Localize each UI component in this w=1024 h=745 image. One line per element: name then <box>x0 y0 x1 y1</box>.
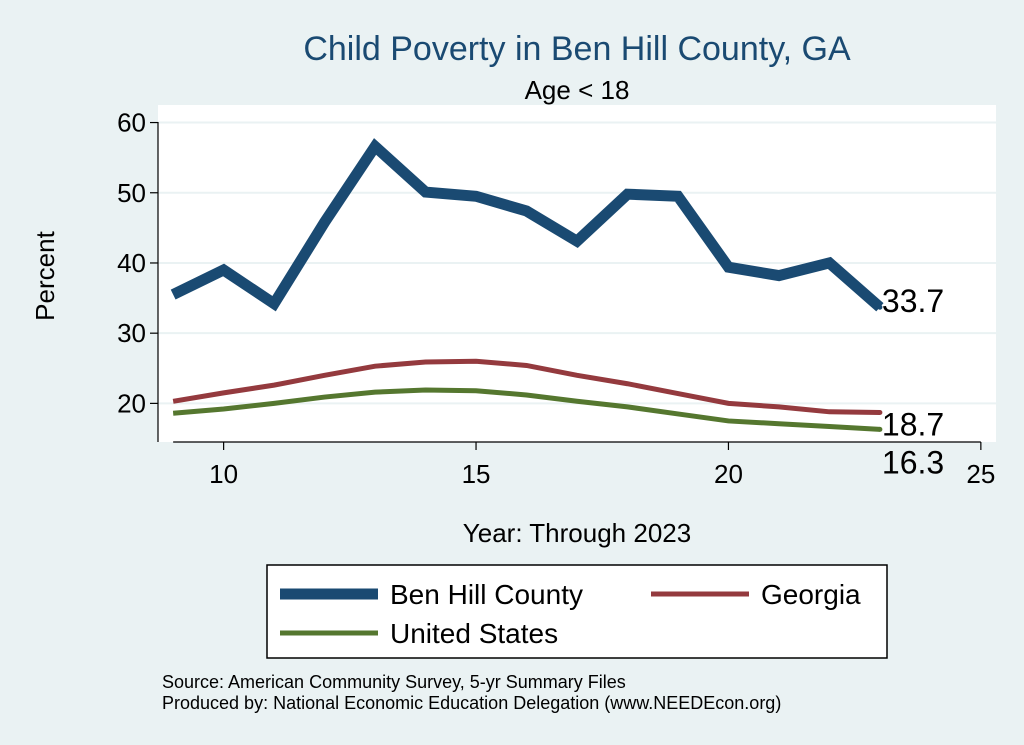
series-line-united-states <box>172 387 881 432</box>
end-value-label: 16.3 <box>882 444 944 480</box>
produced-by-note: Produced by: National Economic Education… <box>162 693 781 713</box>
chart-subtitle: Age < 18 <box>525 75 630 105</box>
end-labels: 33.7 18.716.3 <box>877 283 944 480</box>
axes <box>157 122 981 443</box>
y-tick-label: 20 <box>117 388 146 418</box>
x-tick-label: 15 <box>462 459 491 489</box>
y-tick-label: 40 <box>117 248 146 278</box>
y-tick-label: 60 <box>117 108 146 138</box>
end-point-marker <box>877 426 883 432</box>
x-tick-label: 20 <box>714 459 743 489</box>
legend-label-georgia: Georgia <box>761 579 861 610</box>
plot-area <box>158 105 996 442</box>
source-note: Source: American Community Survey, 5-yr … <box>162 672 626 692</box>
y-tick-label: 50 <box>117 178 146 208</box>
series-line-ben-hill-county <box>170 138 884 312</box>
x-tick-label: 10 <box>209 459 238 489</box>
chart-title: Child Poverty in Ben Hill County, GA <box>303 30 851 68</box>
end-value-label: 33.7 <box>882 283 944 319</box>
legend-box <box>266 564 888 659</box>
series-lines <box>170 138 884 432</box>
end-value-label: 18.7 <box>882 407 944 443</box>
y-axis-title: Percent <box>30 230 60 320</box>
x-axis-title: Year: Through 2023 <box>463 518 691 548</box>
series-line-georgia <box>172 358 880 416</box>
ticks: 20 30 40 50 60 10 15 20 25 <box>117 108 995 489</box>
legend-label-united-states: United States <box>390 618 558 649</box>
x-tick-label: 25 <box>966 459 995 489</box>
y-tick-label: 30 <box>117 318 146 348</box>
end-point-marker <box>877 410 883 416</box>
legend-label-ben-hill: Ben Hill County <box>390 579 583 610</box>
legend: Ben Hill County Georgia United States <box>266 564 888 659</box>
end-point-marker <box>877 304 883 310</box>
